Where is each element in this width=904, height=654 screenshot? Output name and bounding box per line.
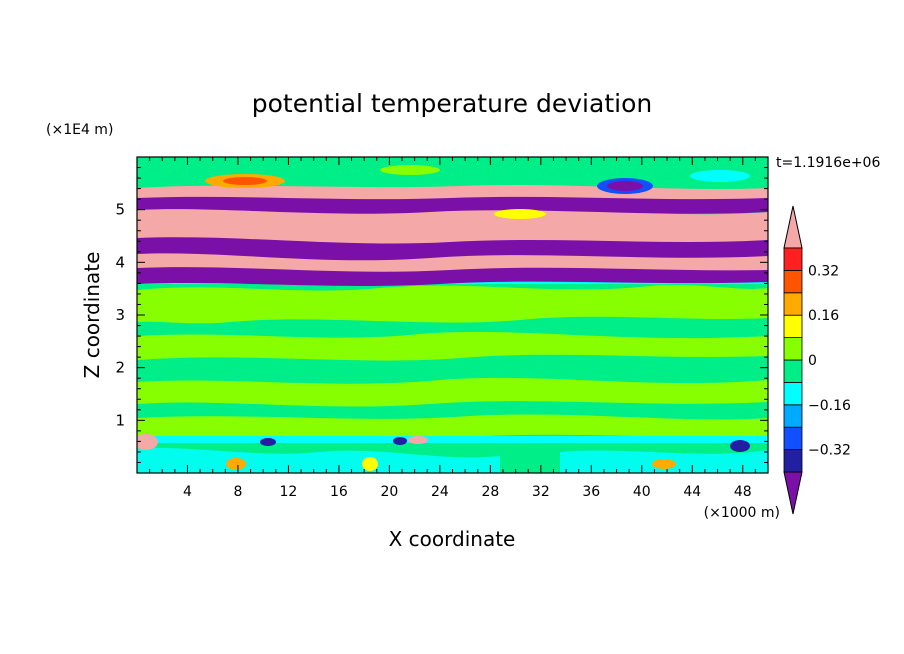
- field-lime-band-2: [137, 331, 768, 361]
- colorbar-segment: [783, 247, 803, 271]
- colorbar-tick-label: 0.32: [808, 263, 839, 279]
- time-label: t=1.1916e+06: [776, 155, 880, 171]
- x-tick-label: 12: [280, 484, 298, 500]
- y-tick-label: 3: [115, 306, 125, 324]
- colorbar-tick-label: −0.16: [808, 398, 851, 414]
- colorbar-segment: [783, 426, 803, 451]
- field-top-patch-cyan: [690, 170, 750, 182]
- colorbar-tick-label: 0.16: [808, 308, 839, 324]
- colorbar-segment: [783, 381, 803, 406]
- colorbar-segment: [783, 359, 803, 383]
- x-tick-label: 48: [734, 484, 752, 500]
- x-unit-label: (×1000 m): [704, 505, 780, 521]
- x-axis-title: X coordinate: [389, 527, 516, 551]
- x-tick-label: 20: [380, 484, 398, 500]
- field-top-patch-purple: [607, 181, 643, 191]
- colorbar-segment: [783, 449, 803, 473]
- colorbar-segment: [783, 337, 803, 361]
- y-tick-label: 1: [115, 411, 125, 429]
- x-tick-label: 16: [330, 484, 348, 500]
- colorbar-under-triangle: [783, 471, 803, 515]
- chart-title: potential temperature deviation: [252, 89, 652, 118]
- colorbar: 0.32 0.16 0 −0.16 −0.32: [783, 205, 851, 515]
- field-upper-patch-pink: [678, 219, 722, 229]
- colorbar-tick-label: −0.32: [808, 443, 851, 459]
- field-bottom-patch-pink: [137, 434, 158, 450]
- field-bottom-patch-navy: [260, 438, 276, 446]
- x-tick-label: 8: [233, 484, 242, 500]
- y-axis-title: Z coordinate: [80, 252, 104, 379]
- field-bottom-patch-pink-2: [408, 436, 428, 444]
- x-tick-label: 36: [582, 484, 600, 500]
- field-lime-band-4: [137, 414, 768, 440]
- y-unit-label: (×1E4 m): [46, 122, 113, 138]
- colorbar-segment: [783, 404, 803, 428]
- colorbar-segment: [783, 314, 803, 339]
- field-top-patch-red: [223, 177, 267, 185]
- x-tick-label: 32: [532, 484, 550, 500]
- field-lime-band-1: [137, 285, 768, 324]
- field-bottom-patch-yellow: [362, 457, 378, 471]
- field-bottom-patch-orange: [226, 458, 246, 470]
- contour-field: [137, 157, 768, 473]
- field-bottom-patch-navy-3: [730, 440, 750, 452]
- field-bottom-patch-orange-2: [652, 459, 676, 469]
- x-axis: 4 8 12 16 20 24 28 32 36 40 44 48: [149, 157, 756, 500]
- field-pink-layer-mid: [137, 203, 768, 244]
- y-tick-label: 2: [115, 359, 125, 377]
- colorbar-over-triangle: [783, 205, 803, 249]
- x-tick-label: 4: [183, 484, 192, 500]
- x-tick-label: 44: [683, 484, 701, 500]
- field-purple-layer-high: [137, 194, 768, 214]
- colorbar-segment: [783, 269, 803, 294]
- field-top-patch-lime: [380, 165, 440, 175]
- field-cyan-strip: [137, 436, 768, 443]
- field-lime-band-3: [137, 377, 768, 407]
- y-tick-label: 4: [115, 253, 125, 271]
- field-bottom-patch-navy-2: [393, 437, 407, 445]
- colorbar-tick-label: 0: [808, 353, 817, 369]
- x-tick-label: 28: [481, 484, 499, 500]
- colorbar-segment: [783, 292, 803, 316]
- x-tick-label: 40: [633, 484, 651, 500]
- x-tick-label: 24: [431, 484, 449, 500]
- y-tick-label: 5: [115, 201, 125, 219]
- y-axis: 1 2 3 4 5: [115, 167, 768, 463]
- field-upper-patch-yellow: [494, 209, 546, 219]
